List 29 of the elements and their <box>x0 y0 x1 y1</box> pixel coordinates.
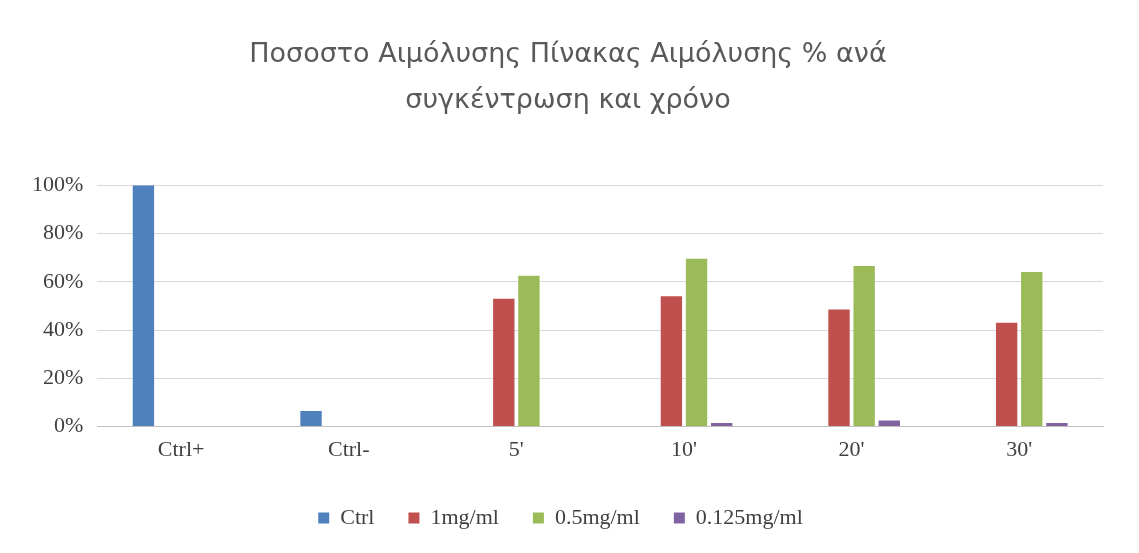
bar <box>685 258 708 427</box>
x-tick-label: 10' <box>670 435 697 461</box>
bar <box>711 422 733 427</box>
bar <box>493 298 515 427</box>
y-tick-label: 60% <box>43 267 84 293</box>
legend-label: Ctrl <box>340 503 375 529</box>
bar <box>828 309 850 427</box>
x-tick-label: 5' <box>508 435 524 461</box>
y-tick-label: 100% <box>32 170 84 196</box>
legend-label: 1mg/ml <box>430 503 499 529</box>
legend-label: 0.125mg/ml <box>695 503 803 529</box>
x-tick-label: 20' <box>838 435 865 461</box>
y-tick-label: 0% <box>54 412 84 438</box>
bar <box>853 266 875 427</box>
x-tick-label: Ctrl- <box>327 435 370 461</box>
x-tick-label: Ctrl+ <box>157 435 205 461</box>
y-tick-label: 40% <box>43 315 84 341</box>
chart-title: Ποσοστο Αιμόλυσης Πίνακας Αιμόλυσης % ανά συγκέντρωση και χρόνο <box>248 36 888 116</box>
legend-label: 0.5mg/ml <box>554 503 640 529</box>
bar <box>132 185 155 427</box>
bar <box>300 410 322 427</box>
bar <box>1021 272 1043 427</box>
bar <box>1046 422 1068 427</box>
x-tick-label: 30' <box>1006 435 1033 461</box>
bar <box>518 275 540 427</box>
y-tick-label: 80% <box>43 219 84 245</box>
bar <box>995 322 1018 427</box>
bar <box>660 296 683 427</box>
y-tick-label: 20% <box>43 364 84 390</box>
